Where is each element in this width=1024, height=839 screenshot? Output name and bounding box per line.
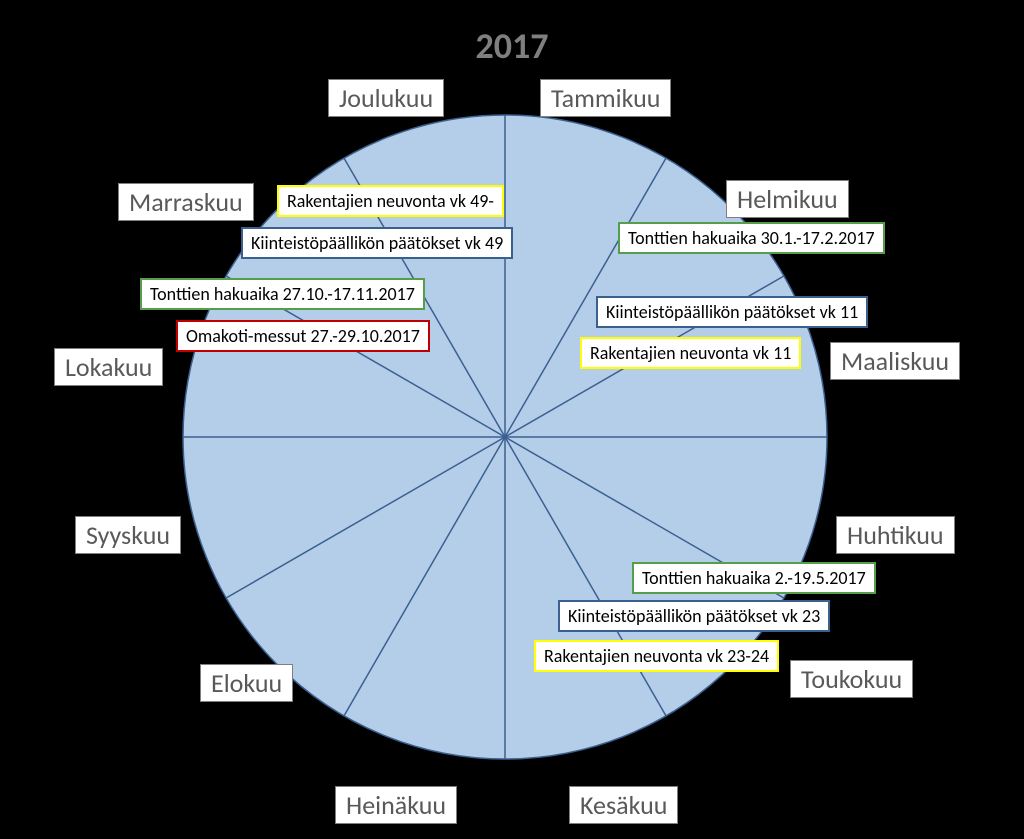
month-label: Joulukuu	[328, 79, 444, 117]
month-label: Maaliskuu	[830, 342, 960, 380]
event-label: Rakentajien neuvonta vk 11	[580, 337, 801, 369]
event-label: Omakoti-messut 27.-29.10.2017	[176, 320, 430, 352]
event-label: Kiinteistöpäällikön päätökset vk 11	[596, 296, 868, 328]
chart-title: 2017	[476, 24, 549, 68]
month-label: Elokuu	[200, 664, 293, 702]
month-label: Syyskuu	[75, 516, 181, 554]
event-label: Tonttien hakuaika 30.1.-17.2.2017	[618, 222, 885, 254]
month-label: Tammikuu	[540, 79, 671, 117]
event-label: Tonttien hakuaika 2.-19.5.2017	[632, 562, 876, 594]
month-label: Heinäkuu	[335, 786, 457, 824]
event-label: Kiinteistöpäällikön päätökset vk 23	[558, 600, 830, 632]
event-label: Rakentajien neuvonta vk 23-24	[534, 640, 779, 672]
month-label: Huhtikuu	[836, 516, 955, 554]
month-label: Lokakuu	[54, 348, 163, 386]
event-label: Tonttien hakuaika 27.10.-17.11.2017	[140, 278, 425, 310]
event-label: Rakentajien neuvonta vk 49-	[277, 185, 504, 217]
month-label: Toukokuu	[790, 660, 913, 698]
month-label: Marraskuu	[118, 183, 254, 221]
month-label: Helmikuu	[726, 180, 849, 218]
event-label: Kiinteistöpäällikön päätökset vk 49	[241, 227, 513, 259]
month-label: Kesäkuu	[569, 786, 678, 824]
